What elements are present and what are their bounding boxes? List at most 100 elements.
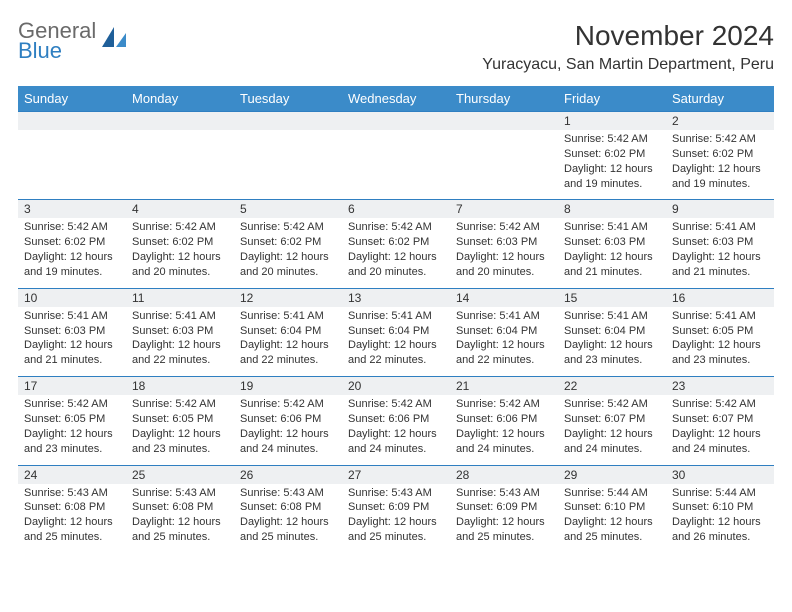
- day-number: 8: [558, 200, 666, 219]
- day-detail: Sunrise: 5:41 AMSunset: 6:04 PMDaylight:…: [234, 307, 342, 377]
- day-sr: Sunrise: 5:43 AM: [240, 486, 336, 501]
- day-ss: Sunset: 6:02 PM: [132, 235, 228, 250]
- day-sr: Sunrise: 5:44 AM: [672, 486, 768, 501]
- day-detail: Sunrise: 5:43 AMSunset: 6:08 PMDaylight:…: [126, 484, 234, 553]
- day-detail: [342, 130, 450, 200]
- day-detail: Sunrise: 5:44 AMSunset: 6:10 PMDaylight:…: [558, 484, 666, 553]
- day-d1: Daylight: 12 hours: [240, 515, 336, 530]
- day-detail: Sunrise: 5:41 AMSunset: 6:04 PMDaylight:…: [342, 307, 450, 377]
- day-number: [18, 112, 126, 131]
- day-number: 2: [666, 112, 774, 131]
- day-d2: and 24 minutes.: [456, 442, 552, 457]
- day-d1: Daylight: 12 hours: [132, 515, 228, 530]
- day-ss: Sunset: 6:09 PM: [348, 500, 444, 515]
- day-d1: Daylight: 12 hours: [672, 250, 768, 265]
- day-sr: Sunrise: 5:42 AM: [24, 220, 120, 235]
- day-sr: Sunrise: 5:42 AM: [672, 397, 768, 412]
- day-number: 24: [18, 465, 126, 484]
- day-d1: Daylight: 12 hours: [132, 427, 228, 442]
- day-number: 17: [18, 377, 126, 396]
- day-d2: and 19 minutes.: [672, 177, 768, 192]
- logo-text: General Blue: [18, 20, 96, 62]
- day-sr: Sunrise: 5:41 AM: [672, 309, 768, 324]
- day-detail: Sunrise: 5:42 AMSunset: 6:05 PMDaylight:…: [126, 395, 234, 465]
- day-number: 29: [558, 465, 666, 484]
- day-sr: Sunrise: 5:41 AM: [564, 220, 660, 235]
- day-detail: Sunrise: 5:43 AMSunset: 6:08 PMDaylight:…: [18, 484, 126, 553]
- day-detail: Sunrise: 5:42 AMSunset: 6:02 PMDaylight:…: [558, 130, 666, 200]
- day-number: [126, 112, 234, 131]
- day-sr: Sunrise: 5:42 AM: [672, 132, 768, 147]
- day-detail: Sunrise: 5:42 AMSunset: 6:02 PMDaylight:…: [666, 130, 774, 200]
- day-number: 6: [342, 200, 450, 219]
- day-sr: Sunrise: 5:43 AM: [348, 486, 444, 501]
- day-detail: Sunrise: 5:41 AMSunset: 6:03 PMDaylight:…: [666, 218, 774, 288]
- day-d1: Daylight: 12 hours: [456, 515, 552, 530]
- day-d2: and 23 minutes.: [24, 442, 120, 457]
- day-ss: Sunset: 6:02 PM: [348, 235, 444, 250]
- day-ss: Sunset: 6:09 PM: [456, 500, 552, 515]
- day-header: Saturday: [666, 86, 774, 112]
- day-d1: Daylight: 12 hours: [564, 250, 660, 265]
- day-sr: Sunrise: 5:43 AM: [456, 486, 552, 501]
- day-d2: and 24 minutes.: [672, 442, 768, 457]
- day-number: 10: [18, 288, 126, 307]
- day-ss: Sunset: 6:10 PM: [564, 500, 660, 515]
- day-detail: Sunrise: 5:41 AMSunset: 6:05 PMDaylight:…: [666, 307, 774, 377]
- day-number: 23: [666, 377, 774, 396]
- day-number: 3: [18, 200, 126, 219]
- day-ss: Sunset: 6:03 PM: [672, 235, 768, 250]
- day-ss: Sunset: 6:08 PM: [240, 500, 336, 515]
- day-detail: Sunrise: 5:41 AMSunset: 6:03 PMDaylight:…: [558, 218, 666, 288]
- day-sr: Sunrise: 5:42 AM: [348, 220, 444, 235]
- day-d2: and 24 minutes.: [348, 442, 444, 457]
- day-detail-row: Sunrise: 5:43 AMSunset: 6:08 PMDaylight:…: [18, 484, 774, 553]
- day-number: [342, 112, 450, 131]
- day-number: [234, 112, 342, 131]
- day-number: 12: [234, 288, 342, 307]
- day-number: 30: [666, 465, 774, 484]
- day-d1: Daylight: 12 hours: [240, 338, 336, 353]
- day-detail: Sunrise: 5:44 AMSunset: 6:10 PMDaylight:…: [666, 484, 774, 553]
- logo-text-bottom: Blue: [18, 40, 96, 62]
- day-header-row: Sunday Monday Tuesday Wednesday Thursday…: [18, 86, 774, 112]
- day-detail: Sunrise: 5:42 AMSunset: 6:07 PMDaylight:…: [558, 395, 666, 465]
- day-d2: and 20 minutes.: [456, 265, 552, 280]
- day-d1: Daylight: 12 hours: [348, 427, 444, 442]
- day-d2: and 25 minutes.: [132, 530, 228, 545]
- day-ss: Sunset: 6:06 PM: [240, 412, 336, 427]
- day-d2: and 23 minutes.: [564, 353, 660, 368]
- day-header: Friday: [558, 86, 666, 112]
- day-number: 14: [450, 288, 558, 307]
- day-sr: Sunrise: 5:41 AM: [348, 309, 444, 324]
- calendar-table: Sunday Monday Tuesday Wednesday Thursday…: [18, 86, 774, 553]
- day-d2: and 26 minutes.: [672, 530, 768, 545]
- day-d2: and 22 minutes.: [240, 353, 336, 368]
- day-ss: Sunset: 6:04 PM: [240, 324, 336, 339]
- day-number: 5: [234, 200, 342, 219]
- day-d1: Daylight: 12 hours: [564, 162, 660, 177]
- day-number: 7: [450, 200, 558, 219]
- day-sr: Sunrise: 5:42 AM: [456, 397, 552, 412]
- day-detail: Sunrise: 5:41 AMSunset: 6:03 PMDaylight:…: [126, 307, 234, 377]
- day-ss: Sunset: 6:03 PM: [132, 324, 228, 339]
- day-d1: Daylight: 12 hours: [24, 250, 120, 265]
- day-d1: Daylight: 12 hours: [132, 338, 228, 353]
- title-block: November 2024 Yuracyacu, San Martin Depa…: [482, 20, 774, 74]
- day-ss: Sunset: 6:02 PM: [672, 147, 768, 162]
- day-d1: Daylight: 12 hours: [348, 250, 444, 265]
- day-detail-row: Sunrise: 5:42 AMSunset: 6:02 PMDaylight:…: [18, 218, 774, 288]
- day-ss: Sunset: 6:03 PM: [456, 235, 552, 250]
- day-d2: and 25 minutes.: [456, 530, 552, 545]
- day-number: 26: [234, 465, 342, 484]
- day-sr: Sunrise: 5:42 AM: [240, 397, 336, 412]
- day-d1: Daylight: 12 hours: [672, 338, 768, 353]
- day-d1: Daylight: 12 hours: [672, 515, 768, 530]
- day-d2: and 22 minutes.: [456, 353, 552, 368]
- day-detail: Sunrise: 5:41 AMSunset: 6:04 PMDaylight:…: [450, 307, 558, 377]
- day-header: Thursday: [450, 86, 558, 112]
- day-detail: [126, 130, 234, 200]
- day-d1: Daylight: 12 hours: [240, 250, 336, 265]
- day-header: Sunday: [18, 86, 126, 112]
- day-d2: and 23 minutes.: [132, 442, 228, 457]
